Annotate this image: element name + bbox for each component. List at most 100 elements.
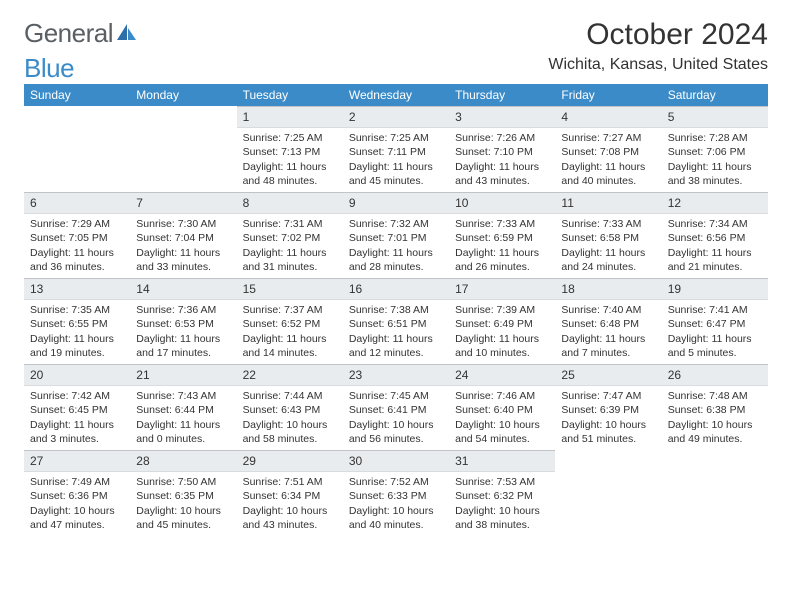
sunrise-text: Sunrise: 7:38 AM [349, 303, 443, 317]
sunset-text: Sunset: 6:47 PM [668, 317, 762, 331]
day-details: Sunrise: 7:47 AMSunset: 6:39 PMDaylight:… [555, 386, 661, 450]
daylight-text: Daylight: 11 hours and 3 minutes. [30, 418, 124, 446]
calendar-week-row: 1Sunrise: 7:25 AMSunset: 7:13 PMDaylight… [24, 106, 768, 192]
day-number: 13 [24, 278, 130, 300]
calendar-header: SundayMondayTuesdayWednesdayThursdayFrid… [24, 84, 768, 106]
sunrise-text: Sunrise: 7:27 AM [561, 131, 655, 145]
calendar-day-cell: 4Sunrise: 7:27 AMSunset: 7:08 PMDaylight… [555, 106, 661, 192]
day-number: 24 [449, 364, 555, 386]
day-number: 1 [237, 106, 343, 128]
day-number: 30 [343, 450, 449, 472]
daylight-text: Daylight: 10 hours and 56 minutes. [349, 418, 443, 446]
day-details: Sunrise: 7:33 AMSunset: 6:58 PMDaylight:… [555, 214, 661, 278]
daylight-text: Daylight: 11 hours and 36 minutes. [30, 246, 124, 274]
weekday-header: Wednesday [343, 84, 449, 106]
calendar-empty-cell [662, 450, 768, 536]
daylight-text: Daylight: 10 hours and 58 minutes. [243, 418, 337, 446]
sunrise-text: Sunrise: 7:49 AM [30, 475, 124, 489]
day-number: 5 [662, 106, 768, 128]
day-number: 10 [449, 192, 555, 214]
day-number: 3 [449, 106, 555, 128]
sunrise-text: Sunrise: 7:39 AM [455, 303, 549, 317]
sunset-text: Sunset: 6:49 PM [455, 317, 549, 331]
sunrise-text: Sunrise: 7:44 AM [243, 389, 337, 403]
daylight-text: Daylight: 11 hours and 19 minutes. [30, 332, 124, 360]
day-details: Sunrise: 7:28 AMSunset: 7:06 PMDaylight:… [662, 128, 768, 192]
sunrise-text: Sunrise: 7:33 AM [455, 217, 549, 231]
calendar-week-row: 6Sunrise: 7:29 AMSunset: 7:05 PMDaylight… [24, 192, 768, 278]
sunrise-text: Sunrise: 7:53 AM [455, 475, 549, 489]
calendar-week-row: 27Sunrise: 7:49 AMSunset: 6:36 PMDayligh… [24, 450, 768, 536]
sunset-text: Sunset: 7:04 PM [136, 231, 230, 245]
daylight-text: Daylight: 11 hours and 43 minutes. [455, 160, 549, 188]
sunrise-text: Sunrise: 7:29 AM [30, 217, 124, 231]
day-number: 16 [343, 278, 449, 300]
calendar-day-cell: 20Sunrise: 7:42 AMSunset: 6:45 PMDayligh… [24, 364, 130, 450]
day-number: 29 [237, 450, 343, 472]
calendar-day-cell: 19Sunrise: 7:41 AMSunset: 6:47 PMDayligh… [662, 278, 768, 364]
day-details: Sunrise: 7:40 AMSunset: 6:48 PMDaylight:… [555, 300, 661, 364]
calendar-day-cell: 27Sunrise: 7:49 AMSunset: 6:36 PMDayligh… [24, 450, 130, 536]
page-container: General October 2024 Blue Wichita, Kansa… [0, 0, 792, 536]
day-number: 26 [662, 364, 768, 386]
sunrise-text: Sunrise: 7:32 AM [349, 217, 443, 231]
day-details: Sunrise: 7:35 AMSunset: 6:55 PMDaylight:… [24, 300, 130, 364]
day-details: Sunrise: 7:25 AMSunset: 7:11 PMDaylight:… [343, 128, 449, 192]
calendar-day-cell: 25Sunrise: 7:47 AMSunset: 6:39 PMDayligh… [555, 364, 661, 450]
sunrise-text: Sunrise: 7:30 AM [136, 217, 230, 231]
day-details: Sunrise: 7:39 AMSunset: 6:49 PMDaylight:… [449, 300, 555, 364]
calendar-day-cell: 22Sunrise: 7:44 AMSunset: 6:43 PMDayligh… [237, 364, 343, 450]
weekday-header: Monday [130, 84, 236, 106]
logo: General [24, 18, 137, 49]
sunrise-text: Sunrise: 7:51 AM [243, 475, 337, 489]
calendar-day-cell: 21Sunrise: 7:43 AMSunset: 6:44 PMDayligh… [130, 364, 236, 450]
calendar-day-cell: 17Sunrise: 7:39 AMSunset: 6:49 PMDayligh… [449, 278, 555, 364]
day-details: Sunrise: 7:45 AMSunset: 6:41 PMDaylight:… [343, 386, 449, 450]
calendar-day-cell: 11Sunrise: 7:33 AMSunset: 6:58 PMDayligh… [555, 192, 661, 278]
calendar-day-cell: 31Sunrise: 7:53 AMSunset: 6:32 PMDayligh… [449, 450, 555, 536]
day-details: Sunrise: 7:25 AMSunset: 7:13 PMDaylight:… [237, 128, 343, 192]
calendar-day-cell: 12Sunrise: 7:34 AMSunset: 6:56 PMDayligh… [662, 192, 768, 278]
daylight-text: Daylight: 10 hours and 51 minutes. [561, 418, 655, 446]
daylight-text: Daylight: 10 hours and 54 minutes. [455, 418, 549, 446]
day-details: Sunrise: 7:38 AMSunset: 6:51 PMDaylight:… [343, 300, 449, 364]
logo-text-general: General [24, 18, 113, 49]
calendar-day-cell: 10Sunrise: 7:33 AMSunset: 6:59 PMDayligh… [449, 192, 555, 278]
sunrise-text: Sunrise: 7:47 AM [561, 389, 655, 403]
sunset-text: Sunset: 6:59 PM [455, 231, 549, 245]
calendar-day-cell: 14Sunrise: 7:36 AMSunset: 6:53 PMDayligh… [130, 278, 236, 364]
day-details: Sunrise: 7:48 AMSunset: 6:38 PMDaylight:… [662, 386, 768, 450]
day-details: Sunrise: 7:31 AMSunset: 7:02 PMDaylight:… [237, 214, 343, 278]
sunrise-text: Sunrise: 7:37 AM [243, 303, 337, 317]
day-number: 17 [449, 278, 555, 300]
calendar-day-cell: 28Sunrise: 7:50 AMSunset: 6:35 PMDayligh… [130, 450, 236, 536]
day-number: 7 [130, 192, 236, 214]
location-text: Wichita, Kansas, United States [548, 56, 768, 74]
calendar-day-cell: 7Sunrise: 7:30 AMSunset: 7:04 PMDaylight… [130, 192, 236, 278]
daylight-text: Daylight: 11 hours and 45 minutes. [349, 160, 443, 188]
weekday-header: Friday [555, 84, 661, 106]
sunrise-text: Sunrise: 7:43 AM [136, 389, 230, 403]
day-details: Sunrise: 7:49 AMSunset: 6:36 PMDaylight:… [24, 472, 130, 536]
calendar-day-cell: 15Sunrise: 7:37 AMSunset: 6:52 PMDayligh… [237, 278, 343, 364]
calendar-day-cell: 30Sunrise: 7:52 AMSunset: 6:33 PMDayligh… [343, 450, 449, 536]
daylight-text: Daylight: 10 hours and 38 minutes. [455, 504, 549, 532]
sunset-text: Sunset: 6:34 PM [243, 489, 337, 503]
calendar-day-cell: 8Sunrise: 7:31 AMSunset: 7:02 PMDaylight… [237, 192, 343, 278]
daylight-text: Daylight: 11 hours and 14 minutes. [243, 332, 337, 360]
calendar-empty-cell [555, 450, 661, 536]
day-number: 18 [555, 278, 661, 300]
sunset-text: Sunset: 6:38 PM [668, 403, 762, 417]
sunset-text: Sunset: 6:32 PM [455, 489, 549, 503]
day-details: Sunrise: 7:37 AMSunset: 6:52 PMDaylight:… [237, 300, 343, 364]
daylight-text: Daylight: 11 hours and 28 minutes. [349, 246, 443, 274]
day-details: Sunrise: 7:46 AMSunset: 6:40 PMDaylight:… [449, 386, 555, 450]
day-details: Sunrise: 7:27 AMSunset: 7:08 PMDaylight:… [555, 128, 661, 192]
day-number: 21 [130, 364, 236, 386]
day-details: Sunrise: 7:43 AMSunset: 6:44 PMDaylight:… [130, 386, 236, 450]
sunset-text: Sunset: 6:43 PM [243, 403, 337, 417]
calendar-day-cell: 2Sunrise: 7:25 AMSunset: 7:11 PMDaylight… [343, 106, 449, 192]
sunset-text: Sunset: 6:55 PM [30, 317, 124, 331]
calendar-day-cell: 16Sunrise: 7:38 AMSunset: 6:51 PMDayligh… [343, 278, 449, 364]
day-details: Sunrise: 7:34 AMSunset: 6:56 PMDaylight:… [662, 214, 768, 278]
